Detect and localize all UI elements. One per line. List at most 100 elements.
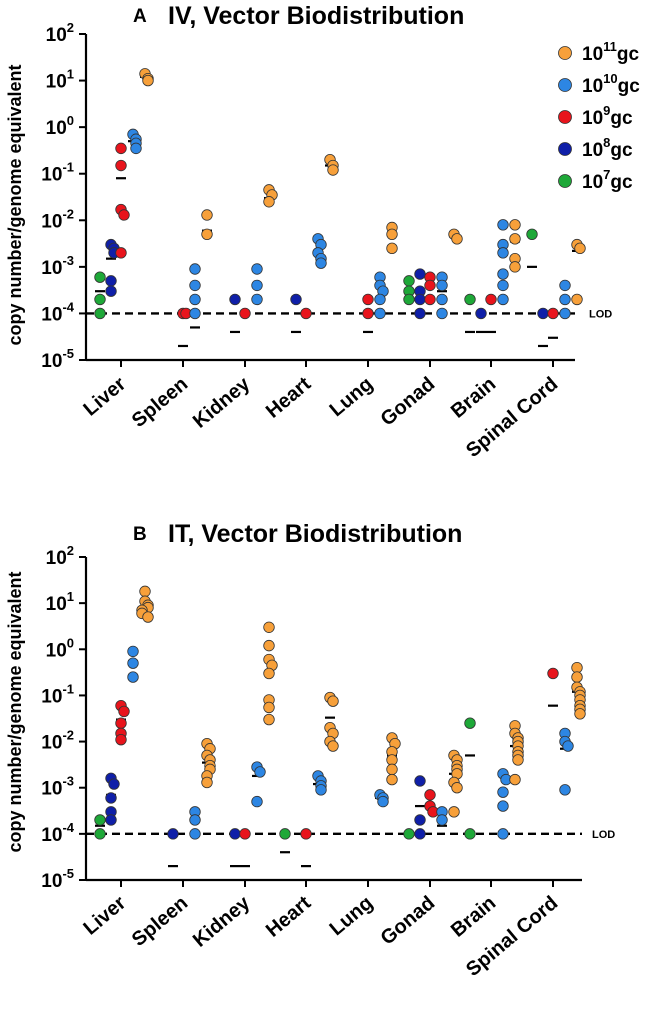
category-label: Kidney (189, 372, 255, 432)
data-point (239, 828, 251, 840)
data-point (497, 219, 509, 231)
data-point (362, 293, 374, 306)
y-tick-label: 102 (46, 20, 74, 46)
data-point (414, 828, 426, 840)
data-point (497, 247, 509, 259)
data-point (386, 228, 398, 241)
y-tick-label: 10-1 (41, 160, 74, 186)
data-point (167, 828, 179, 840)
data-point (547, 667, 559, 680)
data-point (497, 800, 509, 812)
data-point (315, 257, 327, 269)
data-point (327, 164, 339, 176)
data-point (251, 293, 263, 306)
data-point (327, 695, 339, 707)
data-point (424, 293, 436, 306)
data-point (537, 307, 549, 320)
data-point (251, 279, 263, 292)
data-point (448, 806, 460, 818)
data-point (374, 293, 386, 306)
category-label: Kidney (189, 891, 255, 951)
category-label: Heart (262, 892, 316, 942)
data-point (571, 661, 583, 674)
data-point (290, 293, 302, 306)
y-tick-label: 10-5 (41, 346, 74, 372)
data-point (115, 717, 127, 729)
data-point (118, 209, 130, 221)
y-tick-label: 101 (46, 589, 74, 615)
data-point (127, 671, 139, 683)
data-point (115, 733, 127, 746)
data-point (189, 293, 201, 306)
y-tick-label: 10-4 (41, 299, 74, 325)
data-point (436, 279, 448, 292)
data-point (300, 828, 312, 840)
y-tick-label: 10-2 (41, 206, 74, 232)
data-point (574, 708, 586, 720)
data-point (189, 814, 201, 826)
data-point (386, 773, 398, 786)
category-label: Gonad (377, 373, 440, 431)
legend-marker (558, 110, 572, 124)
data-point (386, 754, 398, 766)
y-tick-label: 102 (46, 543, 74, 569)
data-point (263, 196, 275, 208)
data-point (559, 784, 571, 796)
panel-a-marks: LOD (86, 68, 612, 348)
data-point (386, 763, 398, 776)
data-point (362, 307, 374, 320)
data-point (559, 279, 571, 292)
data-point (130, 142, 142, 155)
data-point (105, 792, 117, 804)
panel-a-title: IV, Vector Biodistribution (168, 2, 464, 30)
data-point (497, 786, 509, 798)
data-point (254, 766, 266, 778)
data-point (509, 219, 521, 231)
lod-label: LOD (592, 829, 615, 841)
data-point (263, 667, 275, 680)
data-point (263, 713, 275, 726)
lod-label: LOD (589, 308, 612, 320)
legend-label: 108gc (582, 135, 633, 161)
legend-marker (558, 46, 572, 60)
y-tick-label: 100 (46, 635, 74, 661)
data-point (424, 279, 436, 292)
data-point (142, 611, 154, 623)
data-point (414, 268, 426, 280)
data-point (94, 271, 106, 283)
data-point (115, 142, 127, 155)
data-point (464, 828, 476, 840)
data-point (94, 814, 106, 826)
category-label: Heart (262, 373, 316, 423)
data-point (127, 645, 139, 658)
legend-label: 109gc (582, 103, 633, 129)
data-point (497, 279, 509, 292)
y-tick-label: 10-5 (41, 866, 74, 892)
panel-b-axes: 102 101 100 10-1 10-2 10-3 10-4 10-5 (41, 543, 582, 892)
data-point (436, 814, 448, 826)
data-point (526, 228, 538, 241)
data-point (300, 307, 312, 320)
data-point (94, 307, 106, 320)
data-point (118, 705, 130, 718)
data-point (279, 828, 291, 840)
data-point (94, 293, 106, 306)
data-point (201, 228, 213, 241)
data-point (105, 275, 117, 287)
data-point (559, 307, 571, 320)
data-point (475, 307, 487, 320)
category-label: Brain (447, 373, 500, 423)
legend-marker (558, 174, 572, 188)
data-point (451, 233, 463, 245)
category-label: Lung (326, 373, 378, 421)
data-point (189, 307, 201, 320)
data-point (189, 279, 201, 292)
category-label: Gonad (377, 892, 440, 950)
y-tick-label: 101 (46, 67, 74, 93)
data-point (327, 740, 339, 752)
panel-b-title: IT, Vector Biodistribution (168, 520, 462, 548)
data-point (464, 293, 476, 306)
data-point (263, 701, 275, 714)
